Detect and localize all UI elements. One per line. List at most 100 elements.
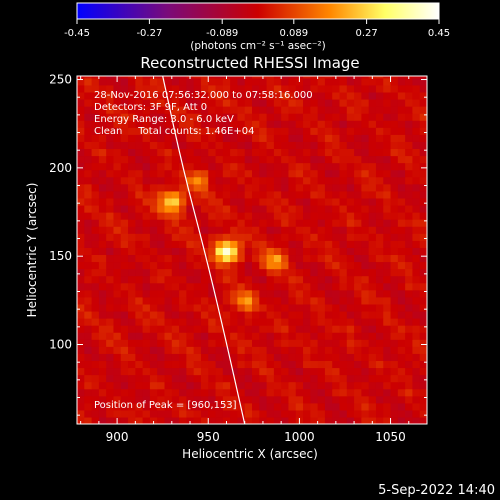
heatmap-cell	[375, 155, 384, 164]
heatmap-cell	[405, 212, 414, 220]
heatmap-cell	[149, 77, 158, 86]
heatmap-cell	[157, 339, 166, 347]
heatmap-cell	[259, 219, 268, 227]
heatmap-cell	[361, 141, 370, 150]
heatmap-cell	[375, 141, 384, 150]
heatmap-cell	[252, 282, 260, 291]
heatmap-cell	[252, 339, 260, 347]
heatmap-cell	[186, 91, 195, 100]
heatmap-cell	[303, 141, 311, 150]
heatmap-cell	[113, 212, 122, 220]
heatmap-cell	[179, 268, 187, 277]
heatmap-cell	[193, 148, 202, 157]
heatmap-cell	[230, 148, 239, 157]
heatmap-cell	[397, 261, 406, 270]
heatmap-cell	[419, 76, 427, 79]
heatmap-cell	[157, 247, 166, 256]
heatmap-cell	[354, 176, 362, 185]
heatmap-cell	[164, 226, 173, 234]
heatmap-cell	[215, 339, 224, 347]
heatmap-cell	[142, 254, 151, 263]
heatmap-cell	[361, 416, 370, 424]
heatmap-cell	[339, 332, 348, 340]
heatmap-cell	[332, 332, 341, 340]
heatmap-cell	[200, 240, 209, 248]
heatmap-cell	[106, 226, 115, 234]
heatmap-cell	[317, 367, 326, 376]
heatmap-cell	[237, 240, 246, 248]
heatmap-cell	[295, 120, 304, 128]
heatmap-cell	[164, 141, 173, 150]
heatmap-cell	[186, 141, 195, 150]
heatmap-cell	[179, 388, 187, 397]
heatmap-cell	[215, 395, 224, 404]
heatmap-cell	[405, 268, 414, 277]
heatmap-cell	[193, 91, 202, 100]
heatmap-cell	[310, 318, 319, 326]
heatmap-cell	[332, 106, 341, 114]
heatmap-cell	[324, 148, 333, 157]
heatmap-cell	[405, 233, 414, 241]
heatmap-cell	[179, 91, 187, 100]
heatmap-cell	[310, 226, 319, 234]
heatmap-cell	[368, 190, 377, 199]
heatmap-cell	[215, 289, 224, 298]
y-tick-label: 250	[49, 73, 72, 87]
heatmap-cell	[200, 325, 209, 333]
heatmap-cell	[339, 169, 348, 178]
heatmap-cell	[200, 76, 209, 79]
heatmap-cell	[215, 296, 224, 305]
heatmap-cell	[295, 346, 304, 354]
heatmap-cell	[288, 360, 297, 369]
heatmap-cell	[200, 367, 209, 376]
heatmap-cell	[186, 402, 195, 411]
heatmap-cell	[200, 303, 209, 312]
heatmap-cell	[244, 127, 253, 135]
heatmap-cell	[375, 162, 384, 171]
heatmap-cell	[405, 296, 414, 305]
heatmap-cell	[215, 282, 224, 291]
heatmap-cell	[332, 402, 341, 411]
heatmap-cell	[317, 360, 326, 369]
heatmap-cell	[237, 275, 246, 284]
heatmap-cell	[390, 219, 399, 227]
heatmap-cell	[208, 346, 217, 354]
heatmap-cell	[252, 268, 260, 277]
heatmap-cell	[412, 247, 421, 256]
heatmap-cell	[128, 346, 136, 354]
heatmap-cell	[230, 381, 239, 390]
heatmap-cell	[405, 141, 414, 150]
heatmap-cell	[419, 296, 427, 305]
heatmap-cell	[208, 155, 217, 164]
heatmap-cell	[412, 409, 421, 418]
heatmap-cell	[237, 113, 246, 121]
heatmap-cell	[164, 219, 173, 227]
heatmap-cell	[120, 296, 129, 305]
heatmap-cell	[106, 233, 115, 241]
heatmap-cell	[91, 233, 100, 241]
heatmap-cell	[77, 91, 85, 100]
heatmap-cell	[266, 84, 275, 93]
heatmap-cell	[98, 395, 107, 404]
heatmap-cell	[252, 141, 260, 150]
heatmap-cell	[157, 402, 166, 411]
heatmap-cell	[171, 226, 180, 234]
heatmap-cell	[259, 360, 268, 369]
heatmap-cell	[317, 106, 326, 114]
heatmap-cell	[273, 402, 282, 411]
heatmap-cell	[317, 409, 326, 418]
heatmap-cell	[142, 169, 151, 178]
heatmap-cell	[84, 296, 93, 305]
heatmap-cell	[157, 84, 166, 93]
heatmap-cell	[106, 134, 115, 142]
heatmap-cell	[419, 353, 427, 362]
heatmap-cell	[259, 148, 268, 157]
heatmap-cell	[200, 162, 209, 171]
heatmap-cell	[98, 98, 107, 107]
heatmap-cell	[179, 282, 187, 291]
heatmap-cell	[252, 289, 260, 298]
heatmap-cell	[361, 402, 370, 411]
heatmap-cell	[113, 381, 122, 390]
heatmap-cell	[361, 134, 370, 142]
heatmap-cell	[390, 84, 399, 93]
